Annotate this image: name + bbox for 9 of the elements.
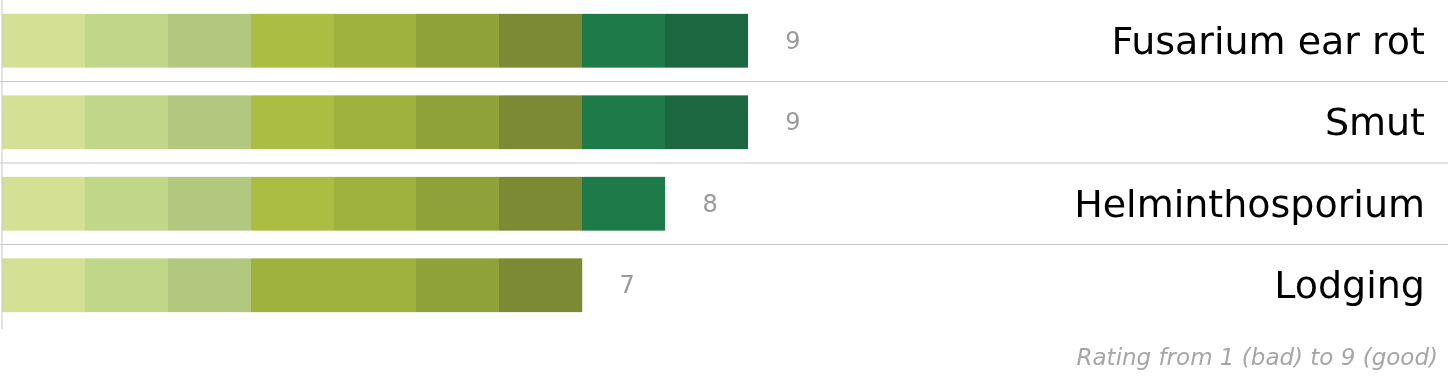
- data-label: 9: [785, 108, 801, 137]
- data-label: 9: [785, 26, 801, 55]
- text: Rating from 1 (bad) to 9 (good): [1076, 344, 1438, 370]
- data-label: 7: [619, 271, 635, 300]
- y-tick-label: Helminthosporium: [1074, 181, 1425, 226]
- y-tick-label: Fusarium ear rot: [1111, 18, 1425, 63]
- y-tick-label: Lodging: [1274, 263, 1425, 308]
- data-label: 8: [702, 189, 718, 218]
- y-tick-label: Smut: [1324, 100, 1425, 145]
